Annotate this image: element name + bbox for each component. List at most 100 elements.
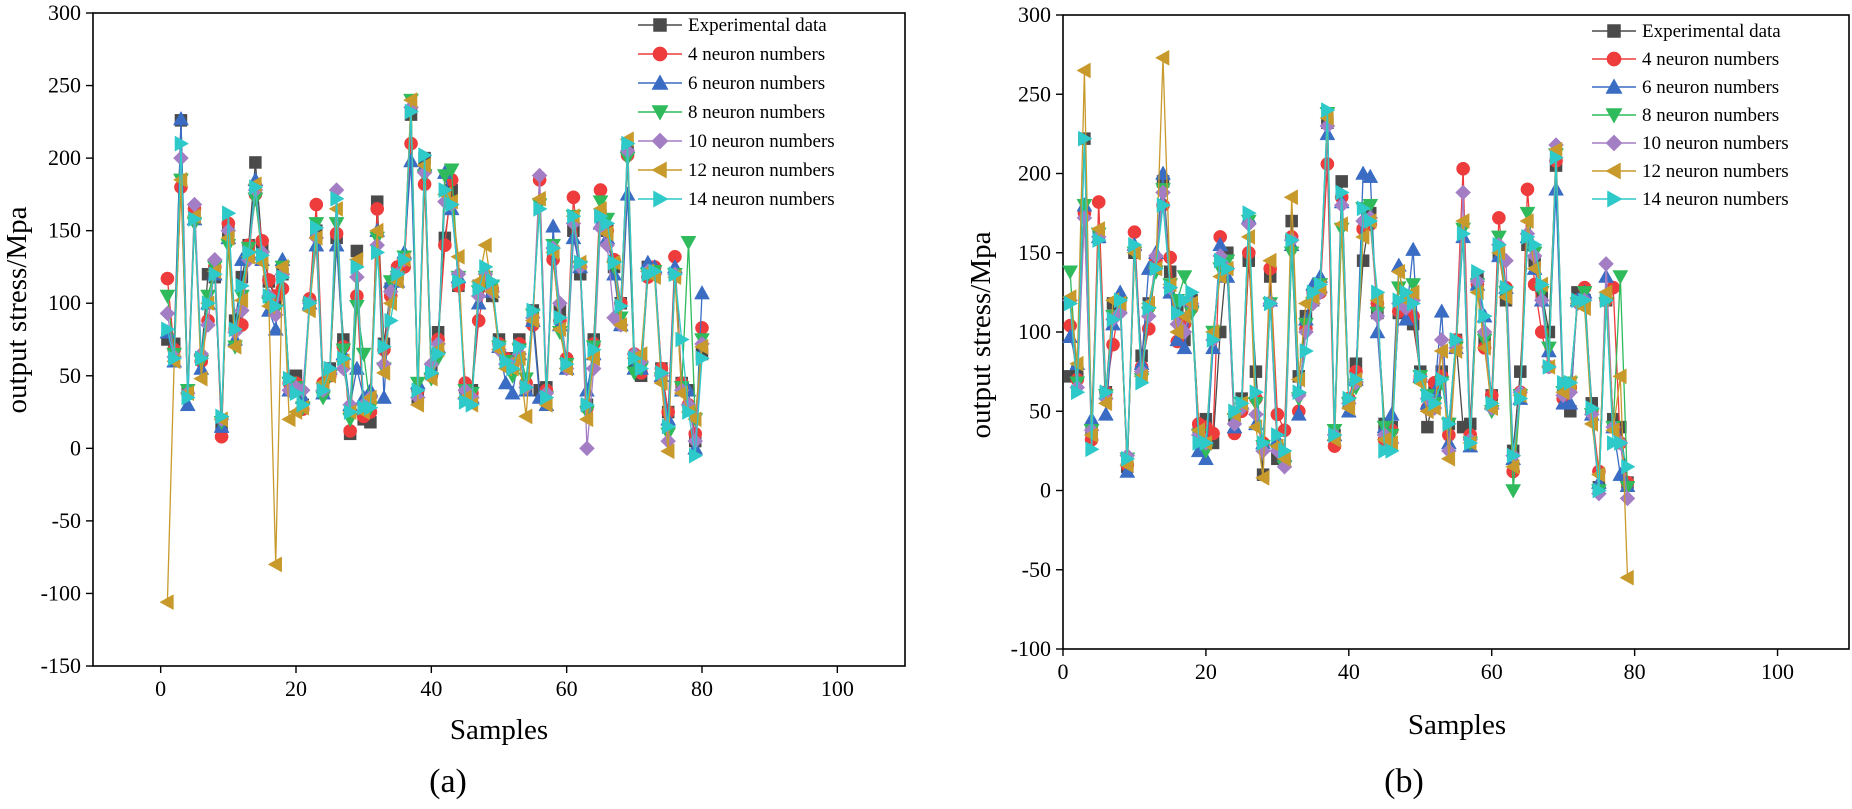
data-point — [573, 254, 589, 271]
data-point — [1106, 337, 1120, 352]
data-point — [1298, 324, 1314, 340]
data-point — [566, 190, 581, 205]
x-tick-label: 0 — [1058, 659, 1069, 684]
y-tick-label: -50 — [52, 508, 81, 533]
data-point — [580, 396, 595, 413]
data-point — [398, 251, 413, 268]
data-point — [1371, 284, 1386, 301]
data-point — [1156, 197, 1172, 214]
data-point — [159, 305, 176, 322]
data-point — [1228, 403, 1243, 420]
data-point — [553, 309, 568, 326]
data-point — [1449, 332, 1465, 348]
data-point — [485, 273, 501, 290]
data-point — [1335, 175, 1348, 188]
x-axis-title-a: Samples — [450, 714, 548, 746]
data-point — [337, 350, 352, 367]
data-point — [1519, 213, 1534, 229]
y-axis-title-a: output stress/Mpa — [1, 206, 33, 413]
data-point — [403, 152, 419, 168]
data-point — [560, 356, 575, 373]
data-point — [1398, 311, 1414, 326]
panel-label-b: (b) — [1384, 763, 1424, 800]
data-point — [1213, 252, 1229, 269]
x-tick-label: 0 — [155, 676, 166, 701]
y-tick-label: 300 — [48, 0, 81, 25]
legend-marker — [653, 190, 669, 208]
data-point — [1428, 395, 1443, 412]
data-point — [1406, 295, 1422, 312]
data-point — [634, 360, 650, 377]
data-point — [484, 283, 499, 300]
data-point — [1556, 374, 1572, 391]
data-point — [1155, 165, 1171, 180]
data-point — [1442, 416, 1457, 432]
legend-label: 4 neuron numbers — [1642, 49, 1779, 70]
data-point — [418, 147, 433, 164]
legend-a: Experimental data 4 neuron numbers 6 neuro… — [638, 15, 835, 210]
data-point — [1369, 323, 1386, 339]
data-point — [1619, 490, 1636, 507]
legend-marker — [651, 74, 669, 90]
data-point — [1292, 384, 1307, 401]
data-point — [249, 179, 264, 196]
y-tick-label: 300 — [1018, 2, 1051, 27]
legend-label: 10 neuron numbers — [688, 131, 835, 152]
data-point — [1571, 292, 1586, 309]
data-point — [1121, 450, 1136, 467]
data-point — [688, 447, 704, 464]
data-point — [1505, 458, 1520, 475]
data-point — [1485, 395, 1500, 412]
data-point — [274, 259, 289, 275]
data-point — [1262, 252, 1277, 269]
legend-label: 10 neuron numbers — [1642, 133, 1789, 154]
x-tick-label: 60 — [556, 676, 578, 701]
data-point — [1492, 211, 1506, 225]
plot-frame-a — [92, 12, 906, 667]
data-point — [492, 335, 508, 352]
data-point — [1455, 213, 1470, 229]
data-point — [1090, 221, 1105, 237]
data-point — [1285, 232, 1300, 248]
data-point — [450, 248, 465, 265]
data-point — [289, 385, 305, 402]
data-point — [682, 404, 697, 420]
data-point — [497, 375, 514, 390]
data-point — [1242, 205, 1257, 222]
data-point — [403, 92, 418, 108]
legend-label: 8 neuron numbers — [1642, 105, 1779, 126]
data-point — [370, 202, 385, 216]
y-tick-label: 250 — [1018, 81, 1051, 106]
data-point — [1362, 168, 1379, 183]
legend-marker — [653, 18, 667, 32]
data-point — [227, 338, 242, 355]
legend-marker — [1607, 190, 1623, 208]
data-point — [193, 370, 208, 387]
data-point — [1235, 395, 1250, 412]
data-point — [1163, 279, 1179, 296]
data-point — [1521, 228, 1536, 245]
legend-marker — [1605, 162, 1621, 180]
data-point — [1356, 200, 1372, 217]
x-tick-label: 20 — [285, 676, 307, 701]
data-point — [376, 389, 392, 404]
data-point — [1599, 292, 1615, 309]
data-point — [330, 190, 345, 207]
data-point — [1091, 195, 1106, 209]
data-point — [282, 370, 298, 387]
data-point — [1499, 279, 1515, 296]
data-point — [1548, 181, 1564, 196]
data-point — [384, 312, 399, 329]
data-point — [174, 135, 189, 152]
data-point — [267, 556, 282, 573]
data-point — [310, 219, 325, 236]
data-point — [1535, 276, 1550, 293]
data-point — [201, 295, 217, 312]
data-point — [343, 404, 359, 420]
data-point — [552, 295, 568, 312]
data-point — [1340, 400, 1356, 417]
data-point — [328, 237, 345, 252]
data-point — [545, 218, 562, 233]
data-point — [1356, 254, 1370, 267]
y-tick-label: 150 — [48, 218, 81, 243]
